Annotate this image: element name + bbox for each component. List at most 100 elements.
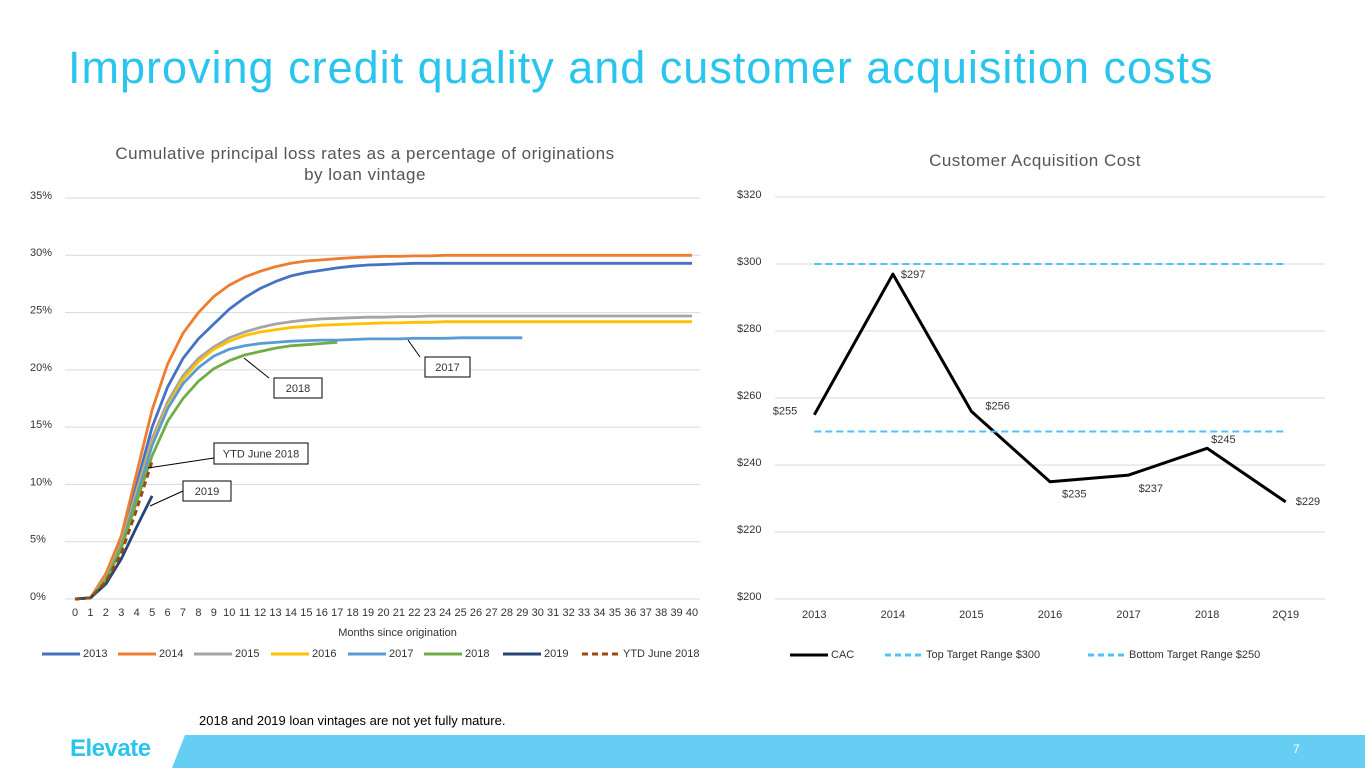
x-tick-label: 6 bbox=[164, 607, 170, 619]
x-tick-label: 2018 bbox=[1195, 609, 1219, 621]
x-axis-label: Months since origination bbox=[338, 627, 457, 639]
data-label: $235 bbox=[1062, 489, 1086, 501]
y-tick-label: 0% bbox=[30, 591, 46, 603]
logo: Elevate bbox=[70, 735, 151, 762]
x-tick-label: 19 bbox=[362, 607, 374, 619]
x-tick-label: 8 bbox=[195, 607, 201, 619]
legend-label: 2014 bbox=[159, 648, 183, 660]
chart-title: Cumulative principal loss rates as a per… bbox=[115, 144, 615, 184]
annotation-box bbox=[182, 480, 232, 502]
x-tick-label: 22 bbox=[408, 607, 420, 619]
x-tick-label: 29 bbox=[516, 607, 528, 619]
annotation: 2019 bbox=[195, 486, 219, 498]
x-tick-label: 40 bbox=[686, 607, 698, 619]
y-tick-label: 35% bbox=[30, 190, 52, 202]
y-tick-label: $260 bbox=[737, 390, 761, 402]
x-tick-label: 10 bbox=[223, 607, 235, 619]
legend-label: 2016 bbox=[312, 648, 336, 660]
x-tick-label: 0 bbox=[72, 607, 78, 619]
x-tick-label: 32 bbox=[562, 607, 574, 619]
series-line bbox=[74, 261, 692, 601]
legend-label: 2015 bbox=[235, 648, 259, 660]
legend-label: CAC bbox=[831, 649, 854, 661]
x-tick-label: 34 bbox=[593, 607, 605, 619]
y-tick-label: 20% bbox=[30, 362, 52, 374]
slide-title: Improving credit quality and customer ac… bbox=[68, 42, 1214, 93]
x-tick-label: 27 bbox=[485, 607, 497, 619]
x-tick-label: 2015 bbox=[959, 609, 983, 621]
x-tick-label: 14 bbox=[285, 607, 297, 619]
annotation: 2018 bbox=[286, 383, 310, 395]
x-tick-label: 4 bbox=[134, 607, 140, 619]
series-line bbox=[74, 336, 523, 601]
series-line bbox=[74, 320, 692, 601]
x-tick-label: 2Q19 bbox=[1272, 609, 1299, 621]
x-tick-label: 35 bbox=[609, 607, 621, 619]
x-tick-label: 26 bbox=[470, 607, 482, 619]
x-tick-label: 15 bbox=[300, 607, 312, 619]
legend-label: 2019 bbox=[544, 648, 568, 660]
series-line bbox=[74, 253, 692, 601]
x-tick-label: 38 bbox=[655, 607, 667, 619]
y-tick-label: 10% bbox=[30, 476, 52, 488]
page-number: 7 bbox=[1293, 742, 1300, 756]
x-tick-label: 1 bbox=[87, 607, 93, 619]
y-tick-label: $280 bbox=[737, 323, 761, 335]
x-tick-label: 13 bbox=[269, 607, 281, 619]
series-line bbox=[74, 495, 154, 601]
legend-label: Bottom Target Range $250 bbox=[1129, 649, 1260, 661]
chart-title: Customer Acquisition Cost bbox=[929, 151, 1141, 170]
annotation-leader bbox=[147, 457, 215, 469]
annotation: YTD June 2018 bbox=[223, 448, 299, 460]
data-label: $229 bbox=[1296, 496, 1320, 508]
series-line bbox=[812, 272, 1287, 504]
legend-label: 2018 bbox=[465, 648, 489, 660]
series-line bbox=[74, 314, 692, 601]
y-tick-label: 30% bbox=[30, 247, 52, 259]
x-tick-label: 7 bbox=[180, 607, 186, 619]
x-tick-label: 3 bbox=[118, 607, 124, 619]
x-tick-label: 24 bbox=[439, 607, 451, 619]
y-tick-label: 15% bbox=[30, 419, 52, 431]
series-line bbox=[74, 461, 154, 601]
x-tick-label: 36 bbox=[624, 607, 636, 619]
annotation-leader bbox=[149, 490, 184, 507]
x-tick-label: 2016 bbox=[1038, 609, 1062, 621]
legend-label: Top Target Range $300 bbox=[926, 649, 1040, 661]
x-tick-label: 28 bbox=[501, 607, 513, 619]
y-tick-label: $320 bbox=[737, 189, 761, 201]
x-tick-label: 9 bbox=[211, 607, 217, 619]
x-tick-label: 39 bbox=[670, 607, 682, 619]
series-line bbox=[74, 341, 338, 601]
x-tick-label: 20 bbox=[377, 607, 389, 619]
x-tick-label: 37 bbox=[640, 607, 652, 619]
annotation: 2017 bbox=[435, 362, 459, 374]
x-tick-label: 30 bbox=[532, 607, 544, 619]
annotation-leader bbox=[243, 357, 270, 379]
legend-label: YTD June 2018 bbox=[623, 648, 699, 660]
x-tick-label: 2013 bbox=[802, 609, 826, 621]
y-tick-label: 25% bbox=[30, 304, 52, 316]
y-tick-label: $300 bbox=[737, 256, 761, 268]
footnote: 2018 and 2019 loan vintages are not yet … bbox=[199, 713, 506, 728]
y-tick-label: 5% bbox=[30, 534, 46, 546]
x-tick-label: 2 bbox=[103, 607, 109, 619]
data-label: $297 bbox=[901, 269, 925, 281]
legend-label: 2017 bbox=[389, 648, 413, 660]
data-label: $237 bbox=[1139, 483, 1163, 495]
y-tick-label: $240 bbox=[737, 457, 761, 469]
x-tick-label: 25 bbox=[455, 607, 467, 619]
annotation-leader bbox=[407, 339, 421, 358]
x-tick-label: 2017 bbox=[1116, 609, 1140, 621]
y-tick-label: $200 bbox=[737, 591, 761, 603]
x-tick-label: 17 bbox=[331, 607, 343, 619]
data-label: $245 bbox=[1211, 434, 1235, 446]
legend-label: 2013 bbox=[83, 648, 107, 660]
x-tick-label: 33 bbox=[578, 607, 590, 619]
x-tick-label: 31 bbox=[547, 607, 559, 619]
x-tick-label: 12 bbox=[254, 607, 266, 619]
x-tick-label: 11 bbox=[239, 607, 250, 619]
x-tick-label: 5 bbox=[149, 607, 155, 619]
